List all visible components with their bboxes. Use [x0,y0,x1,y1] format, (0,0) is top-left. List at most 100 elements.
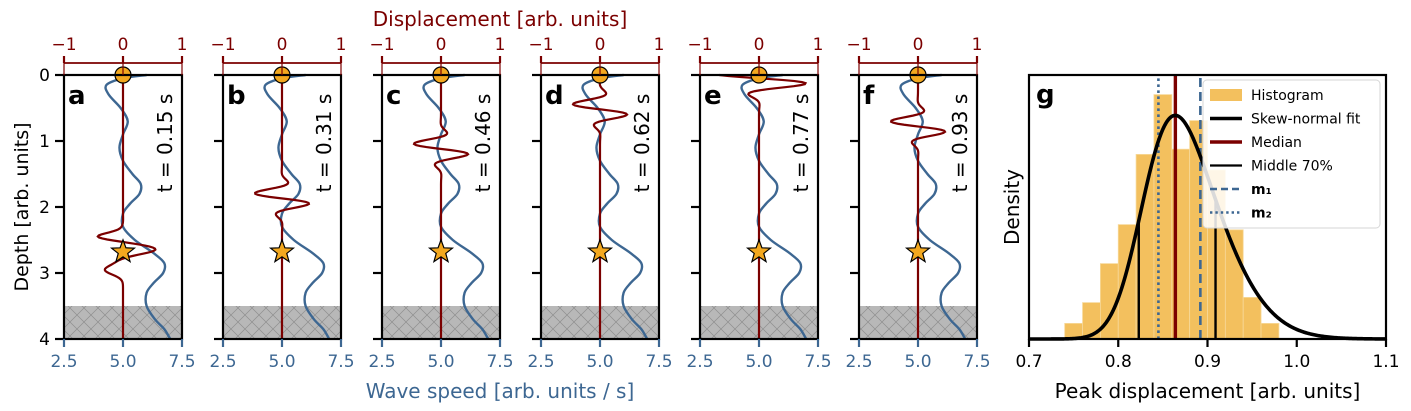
time-label: t = 0.93 s [948,94,972,193]
hist-x-tick-label: 0.8 [1105,352,1132,372]
depth-panel-e: 2.5 5.0 7.5 −1 0 1 e t = 0.77 s [686,35,831,372]
displacement-tick-label: 0 [277,35,288,55]
wave-speed-line [104,73,172,340]
legend-label: m₁ [1251,182,1272,198]
wave-speed-tick-label: 2.5 [209,352,236,372]
histogram-bar [1260,322,1280,340]
displacement-tick-label: −1 [369,35,394,55]
wave-speed-tick-label: 7.5 [804,352,831,372]
displacement-trace [571,74,629,339]
legend-swatch-histogram [1210,89,1242,101]
displacement-tick-label: 0 [913,35,924,55]
time-label: t = 0.31 s [312,94,336,193]
wave-speed-tick-label: 5.0 [427,352,454,372]
time-label: t = 0.62 s [630,94,654,193]
displacement-trace [412,75,470,339]
displacement-trace [96,75,157,339]
displacement-tick-label: 1 [972,35,983,55]
legend-label: Skew-normal fit [1251,112,1361,128]
wave-speed-tick-label: 2.5 [686,352,713,372]
legend-label: Histogram [1251,88,1324,104]
wave-speed-line [422,73,490,340]
wave-speed-line [899,73,967,340]
panel-letter: e [704,81,722,111]
histogram-panel: 0.7 0.8 0.9 1.0 1.1 Peak displacement [arb. u… [1000,73,1400,403]
displacement-tick-label: 1 [813,35,824,55]
displacement-tick-label: −1 [210,35,235,55]
panel-letter: f [863,81,875,111]
wave-speed-tick-label: 2.5 [368,352,395,372]
depth-tick-label: 4 [39,330,50,350]
wave-speed-tick-label: 7.5 [327,352,354,372]
bottom-xlabel: Wave speed [arb. units / s] [366,379,635,403]
wave-speed-line [263,73,331,340]
displacement-trace [719,73,808,339]
wave-speed-tick-label: 5.0 [586,352,613,372]
hist-ylabel: Density [1000,169,1024,245]
star-marker [268,238,296,263]
wave-speed-line [740,73,808,340]
hist-x-tick-label: 0.7 [1015,352,1042,372]
wave-speed-tick-label: 7.5 [963,352,990,372]
panel-letter: b [227,81,246,111]
displacement-trace [254,75,311,339]
depth-ylabel: Depth [arb. units] [11,122,33,291]
wave-speed-tick-label: 5.0 [745,352,772,372]
displacement-tick-label: 1 [177,35,188,55]
time-label: t = 0.77 s [789,94,813,193]
panel-letter: a [68,81,86,111]
top-xlabel: Displacement [arb. units] [373,7,628,31]
displacement-tick-label: 1 [336,35,347,55]
depth-tick-label: 1 [39,132,50,152]
depth-panel-b: 2.5 5.0 7.5 −1 0 1 b t = 0.31 s [209,35,354,372]
hist-x-tick-label: 0.9 [1194,352,1221,372]
hist-x-tick-label: 1.1 [1372,352,1399,372]
time-label: t = 0.46 s [471,94,495,193]
displacement-trace [889,75,947,339]
star-marker [586,238,614,263]
star-marker [745,238,773,263]
panel-letter: g [1036,80,1055,110]
wave-speed-tick-label: 5.0 [109,352,136,372]
histogram-bar [1242,296,1262,340]
hist-x-tick-label: 1.0 [1283,352,1310,372]
legend-label: Median [1251,135,1302,151]
wave-speed-tick-label: 2.5 [527,352,554,372]
wave-speed-tick-label: 7.5 [168,352,195,372]
wave-speed-tick-label: 5.0 [268,352,295,372]
displacement-tick-label: 0 [754,35,765,55]
displacement-tick-label: 1 [654,35,665,55]
wave-speed-tick-label: 2.5 [50,352,77,372]
legend-box [1202,79,1381,229]
displacement-tick-label: −1 [51,35,76,55]
hist-xlabel: Peak displacement [arb. units] [1055,379,1361,403]
depth-tick-label: 2 [39,198,50,218]
legend-label: m₂ [1251,206,1272,222]
panel-letter: c [386,81,401,111]
star-marker [427,238,455,263]
depth-panel-d: 2.5 5.0 7.5 −1 0 1 d t = 0.62 s [527,35,672,372]
legend-label: Middle 70% [1251,159,1333,175]
wave-speed-tick-label: 5.0 [904,352,931,372]
depth-tick-label: 3 [39,264,50,284]
depth-panel-c: 2.5 5.0 7.5 −1 0 1 c t = 0.46 s [368,35,513,372]
displacement-tick-label: 0 [595,35,606,55]
displacement-tick-label: −1 [846,35,871,55]
displacement-tick-label: 1 [495,35,506,55]
wave-speed-tick-label: 7.5 [645,352,672,372]
depth-panel-f: 2.5 5.0 7.5 −1 0 1 f t = 0.93 s [845,35,990,372]
star-marker [904,238,932,263]
displacement-tick-label: −1 [687,35,712,55]
star-marker [109,238,137,263]
displacement-tick-label: −1 [528,35,553,55]
displacement-tick-label: 0 [436,35,447,55]
wave-speed-tick-label: 2.5 [845,352,872,372]
wave-speed-tick-label: 7.5 [486,352,513,372]
time-label: t = 0.15 s [153,94,177,193]
panel-letter: d [545,81,564,111]
depth-tick-label: 0 [39,66,50,86]
displacement-tick-label: 0 [118,35,129,55]
